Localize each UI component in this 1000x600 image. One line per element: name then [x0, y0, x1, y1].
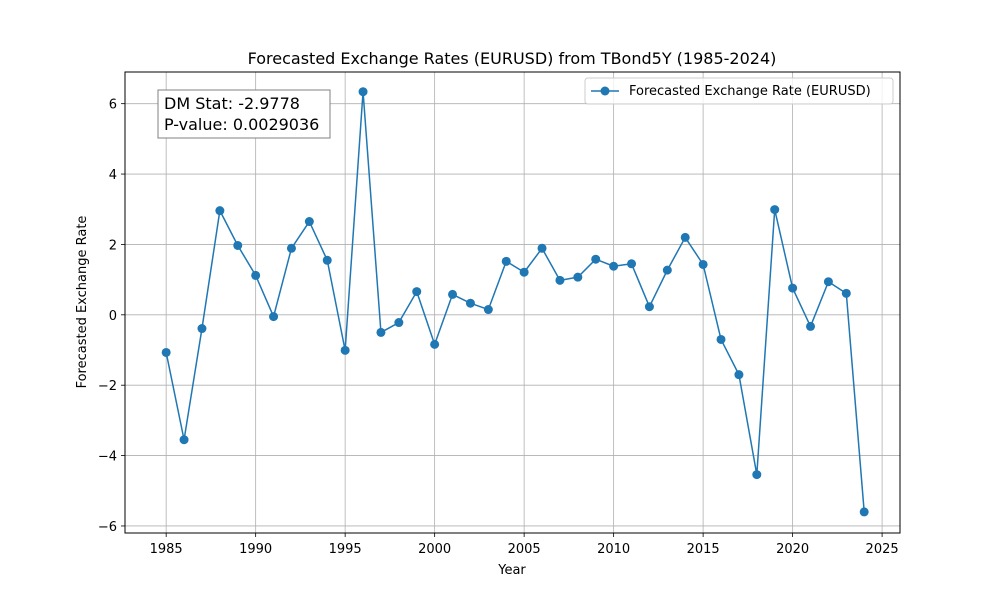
data-point	[859, 507, 869, 517]
x-tick-label: 2010	[597, 542, 630, 557]
data-point	[591, 254, 601, 264]
data-point	[788, 283, 798, 293]
x-tick-label: 2025	[866, 542, 899, 557]
chart-title: Forecasted Exchange Rates (EURUSD) from …	[248, 49, 777, 68]
data-point	[644, 302, 654, 312]
y-tick-label: 0	[109, 309, 117, 324]
stat-annotation: DM Stat: -2.9778 P-value: 0.0029036	[157, 89, 331, 139]
data-point	[609, 261, 619, 271]
stat-annotation-box	[157, 89, 331, 139]
data-point	[537, 243, 547, 253]
data-point	[716, 334, 726, 344]
ticks: 1985 1990 1995 2000 2005 2010 2015 2020 2025 −6 −4…	[98, 98, 899, 557]
dm-stat-text: DM Stat: -2.9778	[164, 94, 300, 113]
data-point	[662, 265, 672, 275]
data-point	[448, 289, 458, 299]
data-point	[358, 87, 368, 97]
data-point	[340, 345, 350, 355]
plot-frame	[124, 71, 901, 534]
data-point	[698, 259, 708, 269]
y-tick-label: 4	[109, 168, 117, 183]
y-tick-label: 6	[109, 98, 117, 113]
data-point	[806, 321, 816, 331]
data-point	[376, 327, 386, 337]
data-point	[841, 288, 851, 298]
legend-box	[584, 77, 894, 105]
p-value-text: P-value: 0.0029036	[164, 115, 319, 134]
data-point	[465, 298, 475, 308]
y-tick-label: −4	[98, 450, 117, 465]
legend-label: Forecasted Exchange Rate (EURUSD)	[629, 84, 871, 99]
data-point	[215, 206, 225, 216]
x-tick-label: 1995	[329, 542, 362, 557]
x-tick-label: 1985	[150, 542, 183, 557]
data-point	[233, 240, 243, 250]
data-point	[197, 324, 207, 334]
data-point	[501, 256, 511, 266]
data-point	[304, 217, 314, 227]
data-point	[394, 318, 404, 328]
data-point	[483, 305, 493, 315]
y-tick-label: −6	[98, 520, 117, 535]
data-point	[680, 232, 690, 242]
data-point	[412, 287, 422, 297]
x-tick-label: 2005	[508, 542, 541, 557]
data-point	[430, 339, 440, 349]
data-point	[555, 275, 565, 285]
data-point	[251, 270, 261, 280]
legend-marker-swatch	[600, 86, 610, 96]
x-tick-label: 2020	[776, 542, 809, 557]
data-point	[161, 347, 171, 357]
y-tick-label: −2	[98, 379, 117, 394]
x-axis-label: Year	[497, 563, 526, 578]
data-point	[734, 370, 744, 380]
data-point	[573, 272, 583, 282]
data-point	[752, 470, 762, 480]
x-tick-label: 2000	[418, 542, 451, 557]
grid	[125, 72, 900, 533]
legend: Forecasted Exchange Rate (EURUSD)	[584, 77, 894, 105]
y-tick-label: 2	[109, 238, 117, 253]
data-point	[322, 255, 332, 265]
y-axis-label: Forecasted Exchange Rate	[75, 216, 90, 389]
data-point	[627, 259, 637, 269]
data-point	[269, 312, 279, 322]
x-tick-label: 1990	[239, 542, 272, 557]
series-layer	[161, 87, 869, 517]
x-tick-label: 2015	[687, 542, 720, 557]
data-point	[286, 243, 296, 253]
series-line	[165, 90, 865, 512]
data-point	[519, 267, 529, 277]
data-point	[770, 205, 780, 215]
data-point	[823, 277, 833, 287]
data-point	[179, 435, 189, 445]
